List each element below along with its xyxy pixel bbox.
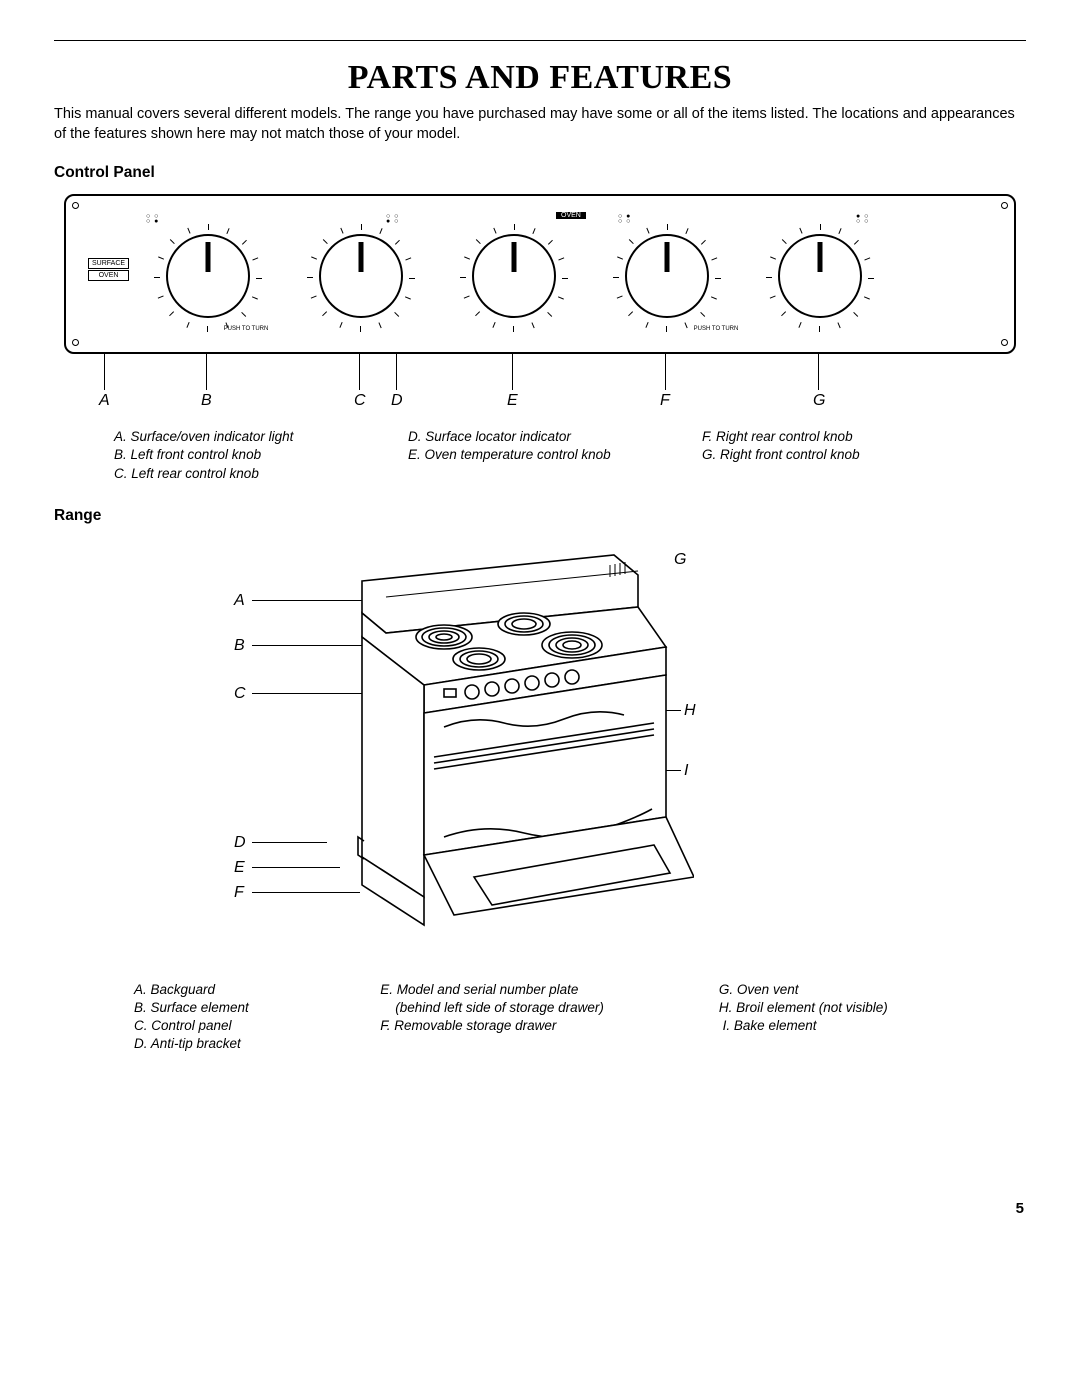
locator-dots-icon: ● ○○ ○ [856,214,869,224]
range-letter-c: C [234,685,246,703]
panel-letter-g: G [813,392,825,410]
screw-icon [1001,202,1008,209]
knob-right-front [778,234,862,318]
range-letter-b: B [234,637,245,655]
oven-top-label: OVEN [556,212,586,219]
legend-item: F. Removable storage drawer [380,1017,719,1035]
legend-item: C. Control panel [134,1017,380,1035]
knob-left-front [166,234,250,318]
callout-line [512,354,513,390]
range-letter-e: E [234,859,245,877]
control-panel-legend: A. Surface/oven indicator light B. Left … [54,428,1026,483]
panel-letter-d: D [391,392,403,410]
panel-letter-f: F [660,392,670,410]
control-panel-diagram: SURFACE OVEN ○ ○○ ● ○ ○● ○ OVEN ○ ●○ ○ ●… [54,194,1026,424]
legend-item: G. Right front control knob [702,446,996,464]
panel-outline: SURFACE OVEN ○ ○○ ● ○ ○● ○ OVEN ○ ●○ ○ ●… [64,194,1016,354]
legend-item: E. Model and serial number plate [380,981,719,999]
locator-dots-icon: ○ ○● ○ [386,214,399,224]
knob-right-rear [625,234,709,318]
panel-letter-c: C [354,392,366,410]
legend-item: B. Left front control knob [114,446,408,464]
range-letter-d: D [234,834,246,852]
callout-line [206,354,207,390]
range-illustration [314,537,694,937]
legend-item: D. Anti-tip bracket [134,1035,380,1053]
legend-item: F. Right rear control knob [702,428,996,446]
page-title: PARTS AND FEATURES [54,59,1026,97]
panel-letter-e: E [507,392,518,410]
legend-item: H. Broil element (not visible) [719,999,996,1017]
callout-line [665,354,666,390]
legend-item: (behind left side of storage drawer) [380,999,719,1017]
surface-label: SURFACE [88,258,129,269]
legend-item: I. Bake element [719,1017,996,1035]
legend-item: A. Surface/oven indicator light [114,428,408,446]
panel-letter-a: A [99,392,110,410]
range-letter-a: A [234,592,245,610]
screw-icon [72,202,79,209]
top-rule [54,40,1026,41]
legend-item: B. Surface element [134,999,380,1017]
screw-icon [1001,339,1008,346]
legend-item: D. Surface locator indicator [408,428,702,446]
knob-oven-temp [472,234,556,318]
range-letter-f: F [234,884,244,902]
push-to-turn-label: PUSH TO TURN [216,326,276,332]
surface-oven-indicator: SURFACE OVEN [88,258,129,282]
legend-item: G. Oven vent [719,981,996,999]
callout-line [396,354,397,390]
control-panel-heading: Control Panel [54,164,1026,182]
push-to-turn-label: PUSH TO TURN [686,326,746,332]
locator-dots-icon: ○ ●○ ○ [618,214,631,224]
range-diagram: A B C D E F G H I [54,537,1026,977]
locator-dots-icon: ○ ○○ ● [146,214,159,224]
callout-line [818,354,819,390]
callout-line [104,354,105,390]
legend-item: C. Left rear control knob [114,465,408,483]
knob-left-rear [319,234,403,318]
range-heading: Range [54,507,1026,525]
screw-icon [72,339,79,346]
callout-line [359,354,360,390]
legend-item: A. Backguard [134,981,380,999]
legend-item: E. Oven temperature control knob [408,446,702,464]
intro-text: This manual covers several different mod… [54,105,1026,144]
page-number: 5 [1016,1200,1024,1217]
oven-label: OVEN [88,270,129,281]
panel-letter-b: B [201,392,212,410]
range-legend: A. Backguard B. Surface element C. Contr… [54,981,1026,1054]
